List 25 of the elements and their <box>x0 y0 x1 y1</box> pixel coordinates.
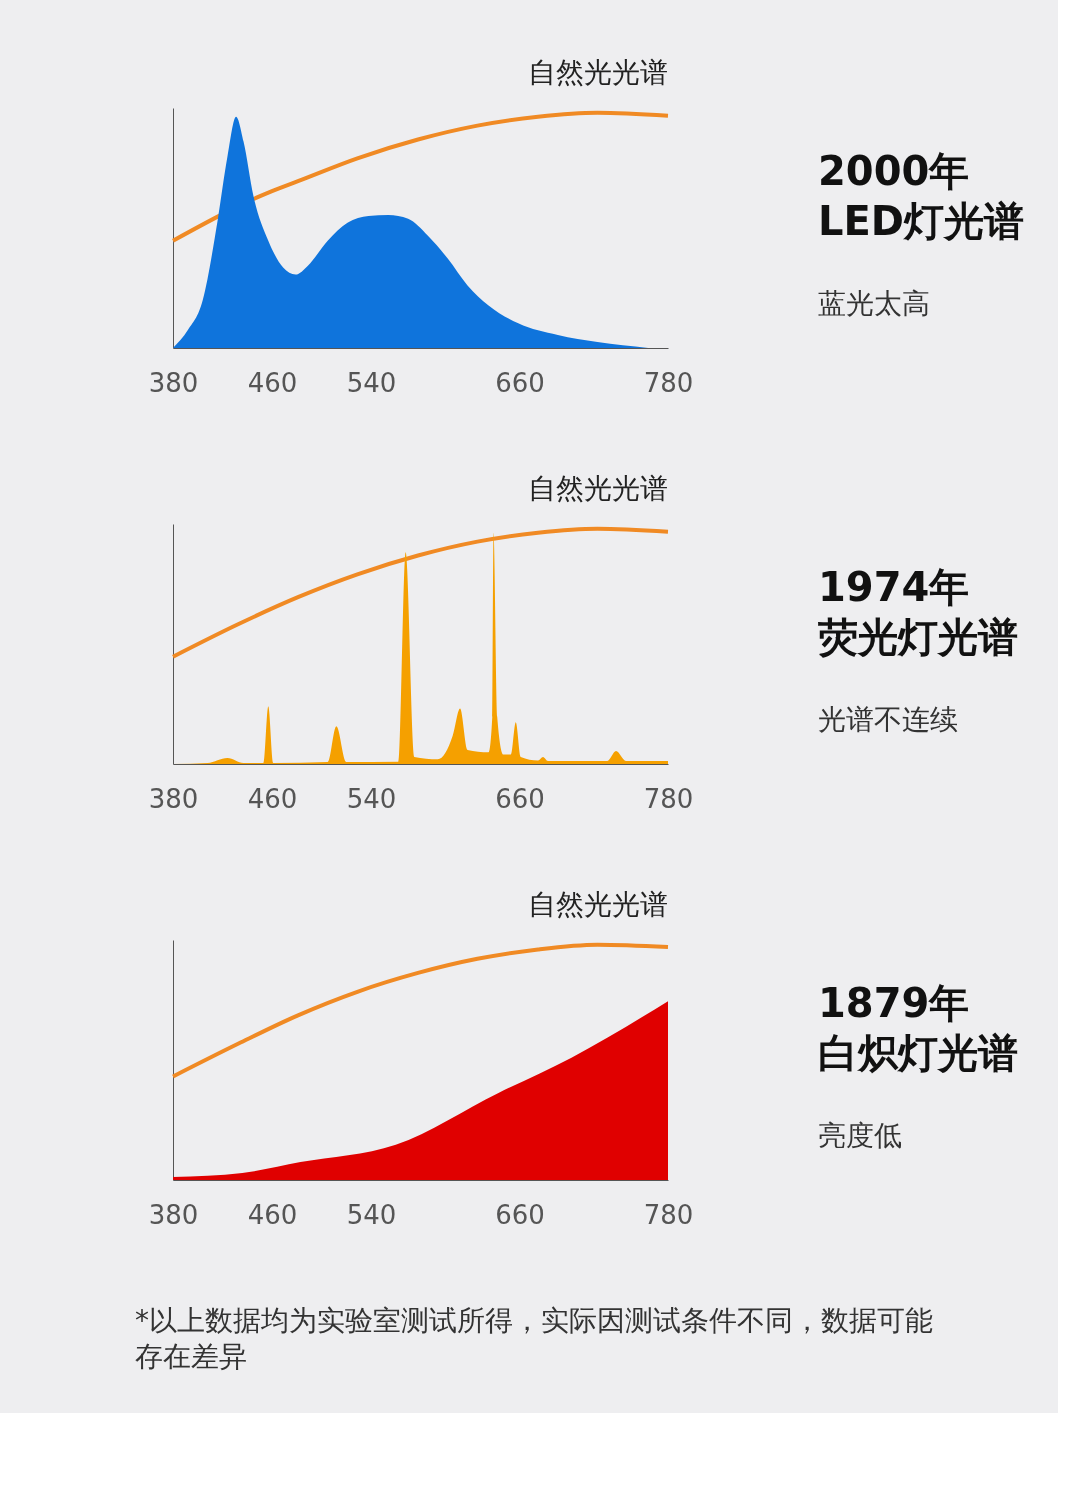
x-tick-label: 460 <box>247 367 298 398</box>
text: 1879年白炽灯光谱 <box>818 980 1018 1076</box>
text: 1974年荧光灯光谱 <box>817 564 1018 660</box>
x-tick-label: 780 <box>643 1199 694 1230</box>
text: 光谱不连续 <box>818 703 958 736</box>
text: 蓝光太高 <box>818 287 930 320</box>
x-tick-label: 540 <box>346 1199 397 1230</box>
x-tick-label: 780 <box>643 367 694 398</box>
series-label: 自然光光谱 <box>528 472 668 505</box>
x-tick-label: 380 <box>148 367 199 398</box>
x-tick-label: 380 <box>148 1199 199 1230</box>
x-tick-label: 540 <box>346 783 397 814</box>
x-tick-label: 780 <box>643 783 694 814</box>
x-tick-label: 460 <box>247 1199 298 1230</box>
x-tick-label: 660 <box>495 1199 545 1230</box>
text: 亮度低 <box>818 1119 902 1152</box>
text: 2000年LED灯光谱 <box>818 148 1025 244</box>
x-tick-label: 460 <box>247 783 298 814</box>
x-tick-label: 660 <box>495 367 545 398</box>
x-tick-label: 660 <box>495 783 545 814</box>
x-tick-label: 380 <box>148 783 199 814</box>
x-tick-label: 540 <box>346 367 397 398</box>
series-label: 自然光光谱 <box>528 56 668 89</box>
series-label: 自然光光谱 <box>528 888 668 921</box>
text: *以上数据均为实验室测试所得，实际因测试条件不同，数据可能存在差异 <box>135 1304 933 1373</box>
